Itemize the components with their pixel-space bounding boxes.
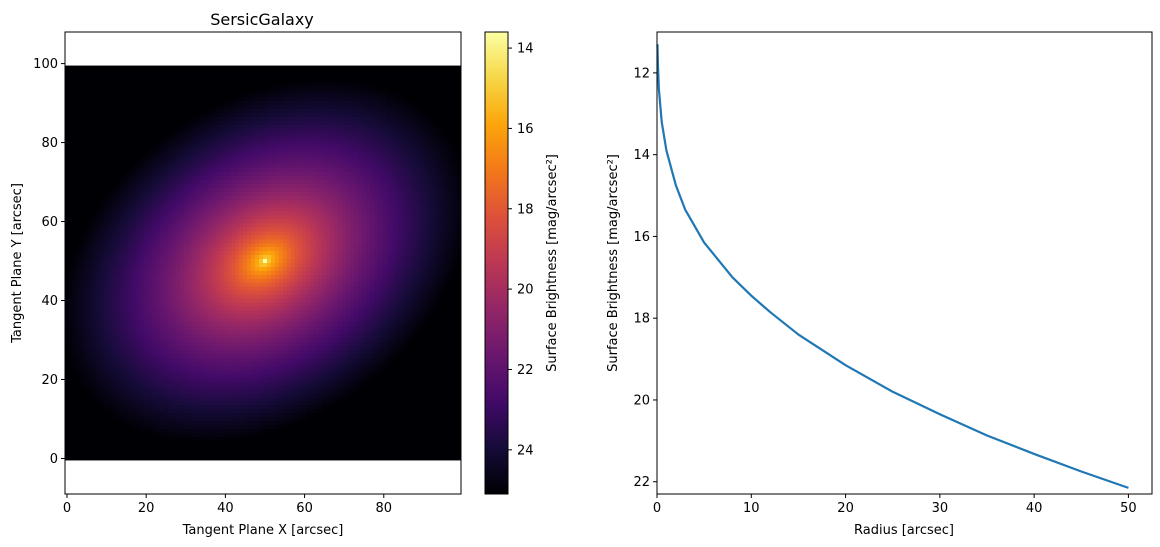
- x-tick-label: 20: [837, 501, 854, 516]
- image-x-label: Tangent Plane X [arcsec]: [182, 523, 344, 538]
- profile-line: [656, 44, 1129, 489]
- y-tick-label: 40: [41, 294, 58, 309]
- image-x-ticks: 0 20 40 60 80: [63, 494, 392, 516]
- x-tick-label: 0: [653, 501, 661, 516]
- colorbar-tick-label: 20: [517, 283, 534, 298]
- colorbar-ticks: 14 16 18 20 22 24: [508, 42, 534, 458]
- x-tick-label: 60: [296, 501, 313, 516]
- y-tick-label: 100: [33, 57, 58, 72]
- x-tick-label: 80: [376, 501, 393, 516]
- image-title: SersicGalaxy: [210, 10, 314, 29]
- x-tick-label: 30: [932, 501, 949, 516]
- image-axes-frame: [64, 31, 462, 495]
- y-tick-label: 20: [41, 373, 58, 388]
- image-panel: SersicGalaxy 0 20 40 60 80 0 20 40 60 80 100 Tang…: [10, 10, 462, 538]
- colorbar-frame: [484, 31, 509, 495]
- colorbar: 14 16 18 20 22 24 Surface Brightness [mag/arc…: [484, 31, 560, 495]
- y-tick-label: 16: [633, 230, 650, 245]
- y-tick-label: 0: [50, 452, 58, 467]
- profile-y-label: Surface Brightness [mag/arcsec²]: [606, 154, 621, 372]
- x-tick-label: 0: [63, 501, 71, 516]
- x-tick-label: 40: [217, 501, 234, 516]
- colorbar-tick-label: 16: [517, 122, 534, 137]
- colorbar-gradient: [485, 32, 508, 494]
- heatmap-raster: [65, 65, 461, 461]
- image-y-ticks: 0 20 40 60 80 100: [33, 57, 65, 467]
- profile-x-label: Radius [arcsec]: [854, 523, 954, 538]
- y-tick-label: 14: [633, 148, 650, 163]
- profile-axes-frame: [656, 31, 1153, 495]
- colorbar-tick-label: 24: [517, 443, 534, 458]
- y-tick-label: 22: [633, 475, 650, 490]
- profile-y-ticks: 12 14 16 18 20 22: [633, 66, 657, 490]
- y-tick-label: 18: [633, 312, 650, 327]
- y-tick-label: 80: [41, 136, 58, 151]
- profile-panel: 0 10 20 30 40 50 12 14 16 18 20 22 Radius [arcsec]…: [606, 31, 1153, 538]
- colorbar-tick-label: 22: [517, 363, 534, 378]
- colorbar-tick-label: 14: [517, 42, 534, 57]
- y-tick-label: 12: [633, 66, 650, 81]
- profile-series: [656, 44, 1129, 489]
- y-tick-label: 60: [41, 215, 58, 230]
- colorbar-tick-label: 18: [517, 202, 534, 217]
- colorbar-label: Surface Brightness [mag/arcsec²]: [545, 154, 560, 372]
- y-tick-label: 20: [633, 393, 650, 408]
- image-y-label: Tangent Plane Y [arcsec]: [10, 183, 25, 344]
- x-tick-label: 20: [138, 501, 155, 516]
- profile-x-ticks: 0 10 20 30 40 50: [653, 494, 1137, 516]
- x-tick-label: 10: [743, 501, 760, 516]
- x-tick-label: 50: [1120, 501, 1137, 516]
- heatmap-image: [65, 65, 461, 461]
- x-tick-label: 40: [1026, 501, 1043, 516]
